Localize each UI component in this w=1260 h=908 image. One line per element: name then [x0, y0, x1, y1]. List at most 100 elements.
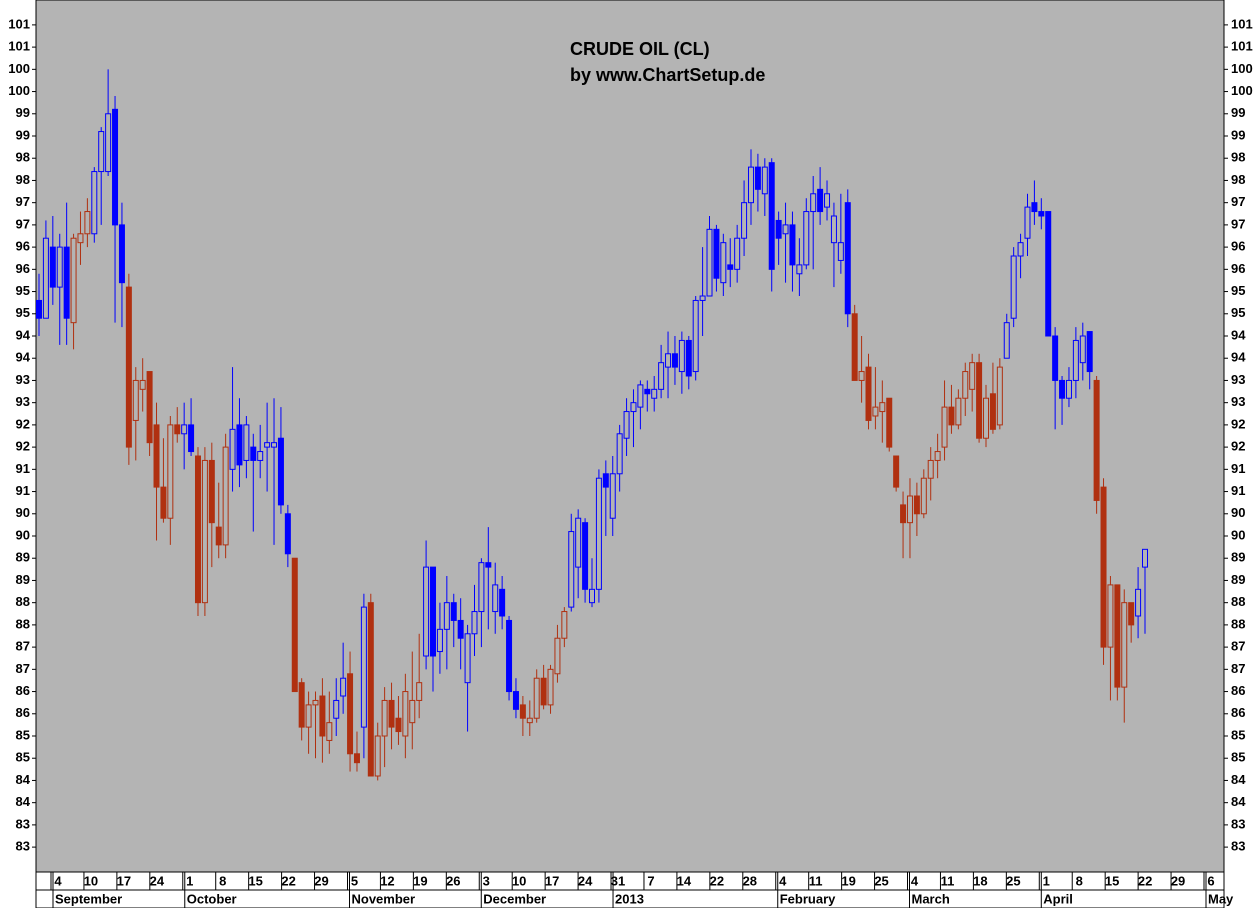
y-tick-label-right: 87	[1231, 639, 1245, 654]
y-tick-label: 84	[16, 772, 31, 787]
candle-body	[298, 682, 305, 728]
candle-body	[1079, 335, 1086, 364]
y-tick-label: 89	[16, 572, 30, 587]
candle-body	[1045, 211, 1052, 337]
candle-body	[174, 424, 181, 435]
candle-body	[63, 246, 70, 319]
candle-body	[201, 459, 208, 604]
y-tick-label: 98	[16, 150, 30, 165]
candle-body	[568, 531, 575, 608]
y-tick-label: 92	[16, 416, 30, 431]
y-tick-label-right: 94	[1231, 350, 1246, 365]
candle-body	[160, 486, 167, 519]
y-tick-label-right: 90	[1231, 527, 1245, 542]
y-tick-label-right: 97	[1231, 194, 1245, 209]
candle-body	[112, 108, 119, 226]
candle-body	[98, 131, 105, 173]
y-tick-label-right: 100	[1231, 61, 1253, 76]
month-label: 2013	[615, 891, 644, 906]
x-tick-label: 4	[911, 873, 919, 888]
y-tick-label-right: 86	[1231, 705, 1245, 720]
x-tick-label: 5	[351, 873, 358, 888]
x-tick-label: 8	[219, 873, 226, 888]
candle-body	[340, 677, 347, 697]
y-tick-label: 95	[16, 283, 30, 298]
y-tick-label: 96	[16, 239, 30, 254]
candle-body	[658, 362, 665, 390]
x-tick-label: 4	[54, 873, 62, 888]
candle-body	[789, 224, 796, 266]
candle-body	[955, 397, 962, 426]
candle-body	[554, 637, 561, 675]
candle-body	[1072, 339, 1079, 381]
candle-body	[1093, 379, 1100, 501]
x-tick-label: 19	[413, 873, 427, 888]
candle-body	[236, 424, 243, 466]
y-tick-label-right: 98	[1231, 172, 1245, 187]
x-tick-label: 25	[1006, 873, 1020, 888]
y-tick-label-right: 89	[1231, 550, 1245, 565]
candle-body	[754, 166, 761, 190]
candle-body	[796, 264, 803, 275]
y-tick-label: 83	[16, 839, 30, 854]
x-tick-label: 12	[380, 873, 394, 888]
y-tick-label: 83	[16, 816, 30, 831]
y-tick-label-right: 87	[1231, 661, 1245, 676]
candle-body	[215, 526, 222, 546]
candle-body	[1121, 602, 1128, 688]
candle-body	[70, 237, 77, 324]
y-tick-label-right: 95	[1231, 283, 1245, 298]
candle-body	[333, 699, 340, 719]
candle-body	[810, 193, 817, 213]
candle-body	[1100, 486, 1107, 648]
candle-body	[1135, 588, 1142, 617]
month-label: May	[1208, 891, 1234, 906]
candle-body	[630, 402, 637, 413]
candle-body	[872, 406, 879, 417]
candle-body	[906, 495, 913, 524]
y-tick-label-right: 83	[1231, 816, 1245, 831]
x-tick-label: 22	[1138, 873, 1152, 888]
candle-body	[644, 388, 651, 395]
y-tick-label: 101	[8, 16, 30, 31]
candle-body	[886, 397, 893, 448]
candle-body	[360, 606, 367, 728]
candle-body	[671, 353, 678, 368]
plot-area	[35, 0, 1225, 873]
candle-body	[312, 699, 319, 706]
x-tick-label: 1	[186, 873, 193, 888]
candle-body	[651, 388, 658, 399]
candle-body	[817, 188, 824, 213]
y-tick-label: 90	[16, 527, 30, 542]
x-tick-label: 14	[677, 873, 692, 888]
y-tick-label-right: 97	[1231, 216, 1245, 231]
x-tick-label: 24	[578, 873, 593, 888]
y-tick-label: 91	[16, 461, 30, 476]
candle-body	[637, 384, 644, 408]
month-label: April	[1043, 891, 1073, 906]
candle-body	[271, 442, 278, 448]
candle-body	[471, 611, 478, 635]
candle-body	[506, 619, 513, 693]
y-tick-label: 99	[16, 127, 30, 142]
candle-body	[976, 362, 983, 439]
candle-body	[824, 193, 831, 208]
candle-body	[803, 211, 810, 266]
y-tick-label-right: 86	[1231, 683, 1245, 698]
candle-body	[699, 295, 706, 301]
x-tick-label: 22	[281, 873, 295, 888]
candle-body	[353, 753, 360, 764]
y-tick-label-right: 91	[1231, 483, 1245, 498]
candle-body	[367, 602, 374, 777]
candle-body	[900, 504, 907, 524]
month-label: March	[912, 891, 950, 906]
candle-body	[540, 677, 547, 706]
candle-body	[713, 228, 720, 279]
y-tick-label: 92	[16, 439, 30, 454]
candle-body	[741, 202, 748, 239]
candle-body	[547, 668, 554, 706]
y-tick-label-right: 98	[1231, 150, 1245, 165]
x-tick-label: 4	[779, 873, 787, 888]
candle-body	[188, 424, 195, 453]
candle-body	[42, 237, 49, 319]
